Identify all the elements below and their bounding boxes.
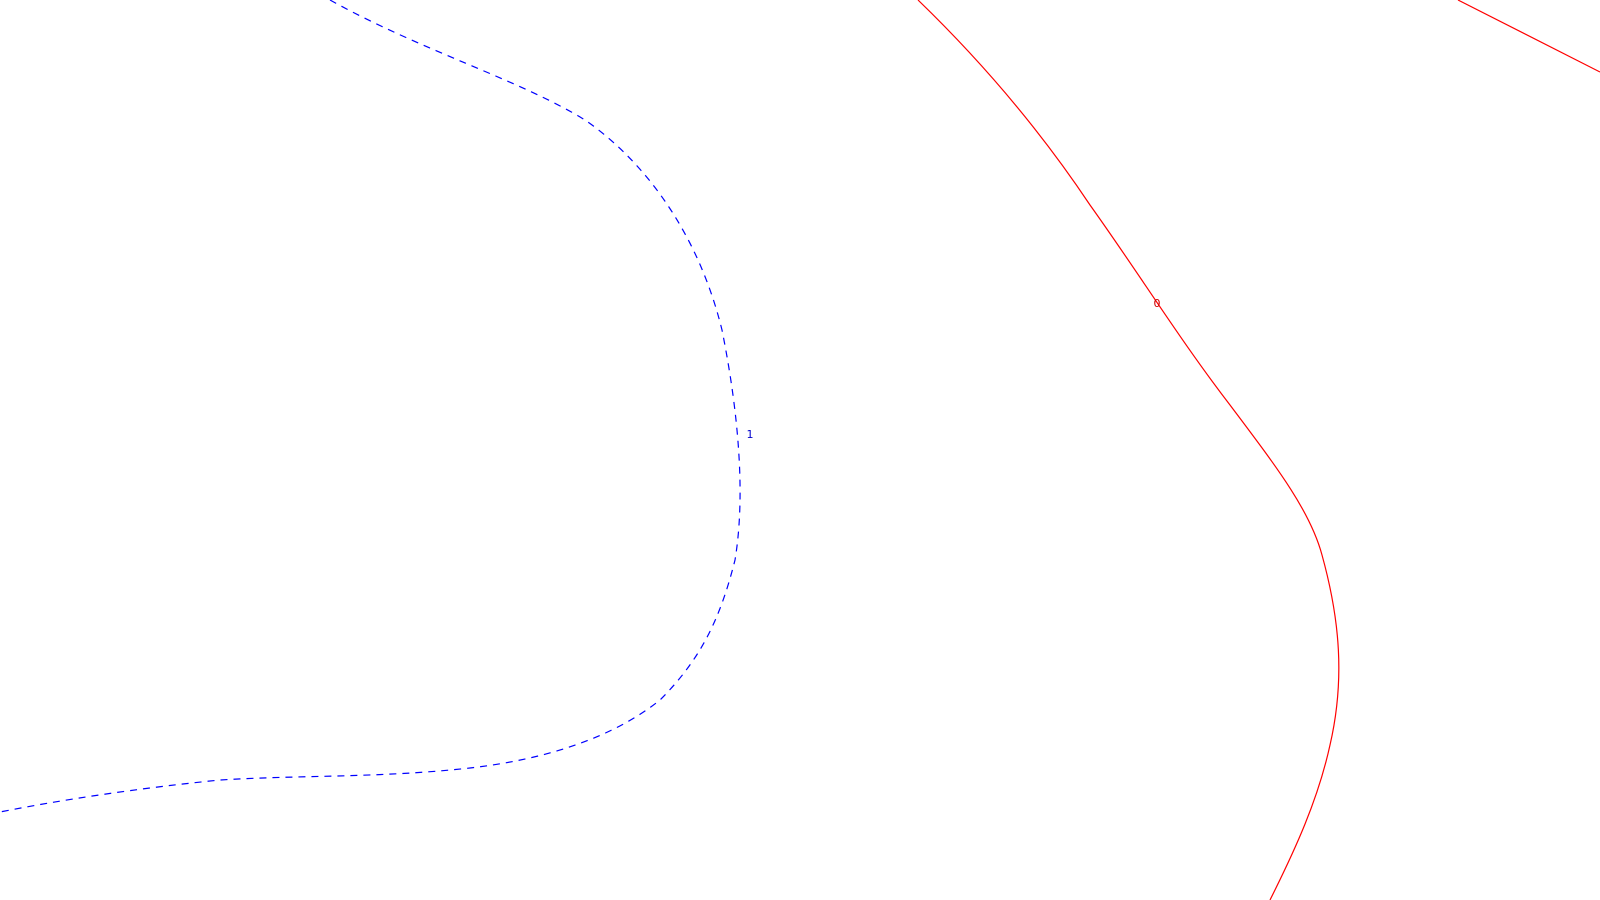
contour-label-level-0: 0 — [1154, 297, 1161, 310]
contour-line-level-0 — [917, 0, 1340, 900]
contour-line-level-0-corner — [1457, 0, 1600, 73]
contour-label-level-1: 1 — [747, 428, 754, 441]
contour-line-level-1 — [0, 0, 741, 813]
